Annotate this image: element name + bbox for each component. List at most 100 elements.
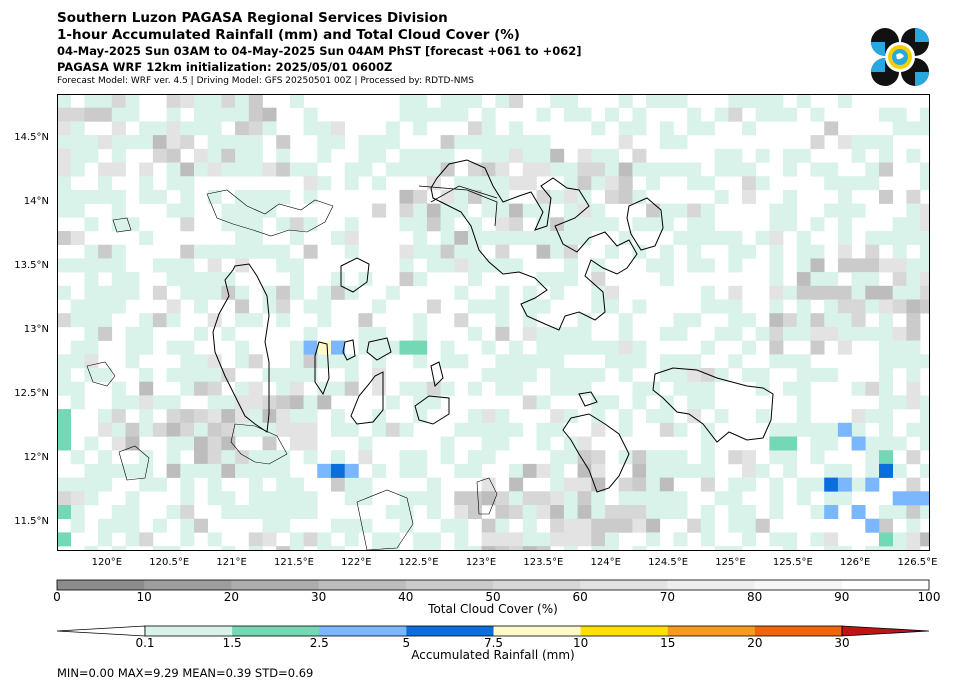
grid-cell — [235, 299, 250, 314]
grid-cell — [509, 258, 524, 273]
grid-cell — [139, 135, 154, 150]
grid-cell — [700, 450, 715, 465]
grid-cell — [906, 518, 921, 533]
grid-cell — [810, 340, 825, 355]
grid-cell — [769, 244, 784, 259]
grid-cell — [865, 231, 880, 245]
grid-cell — [317, 299, 332, 314]
grid-cell — [563, 477, 578, 492]
rain-cell — [824, 477, 839, 492]
grid-cell — [577, 518, 592, 533]
grid-cell — [111, 203, 126, 218]
grid-cell — [166, 463, 181, 478]
grid-cell — [769, 217, 784, 232]
grid-cell — [824, 463, 839, 478]
grid-cell — [796, 258, 811, 273]
grid-cell — [468, 422, 482, 437]
grid-cell — [289, 354, 304, 369]
grid-cell — [468, 299, 482, 314]
grid-cell — [810, 162, 825, 177]
grid-cell — [440, 518, 455, 533]
grid-cell — [755, 231, 770, 245]
grid-cell — [385, 505, 400, 519]
grid-cell — [906, 368, 921, 382]
grid-cell — [413, 231, 428, 245]
grid-cell — [700, 518, 715, 533]
cloud-colorbar-segment — [231, 580, 320, 590]
grid-cell — [742, 313, 756, 328]
grid-cell — [920, 121, 930, 136]
grid-cell — [454, 532, 469, 547]
grid-cell — [673, 94, 688, 108]
grid-cell — [139, 409, 154, 424]
grid-cell — [180, 422, 195, 437]
grid-cell — [454, 491, 469, 506]
grid-cell — [577, 326, 592, 341]
grid-cell — [495, 313, 510, 328]
grid-cell — [440, 381, 455, 396]
grid-cell — [687, 368, 702, 382]
grid-cell — [550, 326, 565, 341]
grid-cell — [98, 463, 113, 478]
grid-cell — [139, 450, 154, 465]
grid-cell — [180, 203, 195, 218]
grid-cell — [495, 135, 510, 150]
grid-cell — [591, 176, 606, 191]
grid-cell — [289, 436, 304, 451]
grid-cell — [659, 450, 674, 465]
cloud-colorbar-tick: 70 — [659, 590, 676, 604]
grid-cell — [687, 231, 702, 245]
grid-cell — [920, 532, 930, 547]
grid-cell — [618, 340, 633, 355]
grid-cell — [331, 354, 345, 369]
grid-cell — [152, 121, 167, 136]
grid-cell — [180, 505, 195, 519]
grid-cell — [440, 436, 455, 451]
grid-cell — [221, 162, 236, 177]
grid-cell — [659, 244, 674, 259]
grid-cell — [248, 409, 263, 424]
rain-colorbar-tick: 7.5 — [483, 636, 504, 650]
grid-cell — [221, 463, 236, 478]
grid-cell — [536, 354, 551, 369]
grid-cell — [769, 505, 784, 519]
grid-cell — [194, 272, 208, 287]
grid-cell — [454, 505, 469, 519]
grid-cell — [454, 258, 469, 273]
grid-cell — [920, 409, 930, 424]
grid-cell — [221, 272, 236, 287]
grid-cell — [728, 107, 743, 122]
grid-cell — [440, 354, 455, 369]
grid-cell — [426, 203, 441, 218]
grid-cell — [84, 148, 99, 163]
grid-cell — [879, 340, 893, 355]
grid-cell — [180, 244, 195, 259]
grid-cell — [906, 217, 921, 232]
rain-colorbar-tick: 0.1 — [135, 636, 155, 650]
grid-cell — [152, 135, 167, 150]
grid-cell — [783, 326, 798, 341]
grid-cell — [289, 505, 304, 519]
grid-cell — [577, 436, 592, 451]
grid-cell — [166, 176, 181, 191]
grid-cell — [837, 135, 852, 150]
rain-colorbar-tick: 2.5 — [309, 636, 329, 650]
grid-cell — [892, 107, 907, 122]
grid-cell — [783, 162, 798, 177]
grid-cell — [84, 135, 99, 150]
grid-cell — [659, 491, 674, 506]
grid-cell — [495, 244, 510, 259]
grid-cell — [344, 422, 359, 437]
grid-cell — [865, 176, 880, 191]
grid-cell — [125, 285, 140, 300]
grid-cell — [70, 505, 85, 519]
grid-cell — [536, 135, 551, 150]
grid-cell — [920, 422, 930, 437]
grid-cell — [851, 176, 866, 191]
grid-cell — [331, 477, 345, 492]
grid-cell — [769, 326, 784, 341]
grid-cell — [207, 107, 222, 122]
grid-cell — [180, 94, 195, 108]
grid-cell — [194, 422, 208, 437]
grid-cell — [550, 189, 565, 204]
